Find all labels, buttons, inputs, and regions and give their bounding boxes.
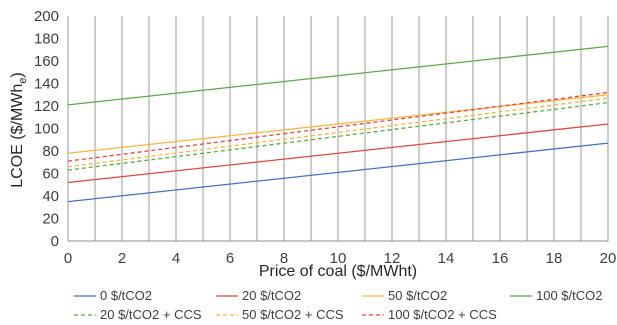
x-tick-label: 20 bbox=[600, 250, 617, 267]
legend-label-7: 100 $/tCO2 + CCS bbox=[388, 307, 497, 322]
y-axis-title-close: ) bbox=[9, 72, 26, 77]
x-axis-title: Price of coal ($/MWht) bbox=[259, 263, 417, 280]
x-tick-label: 4 bbox=[172, 250, 180, 267]
x-tick-label: 0 bbox=[64, 250, 72, 267]
x-tick-label: 2 bbox=[118, 250, 126, 267]
vertical-gridlines bbox=[67, 16, 609, 241]
y-tick-label: 100 bbox=[34, 121, 59, 138]
legend-label-6: 50 $/tCO2 + CCS bbox=[242, 307, 344, 322]
series-line-3 bbox=[67, 94, 609, 154]
legend-label-4: 100 $/tCO2 bbox=[536, 288, 603, 303]
y-tick-labels: 0 20 40 60 80 100 120 140 160 180 200 bbox=[34, 8, 59, 250]
y-tick-label: 200 bbox=[34, 8, 59, 25]
y-tick-label: 60 bbox=[42, 166, 59, 183]
y-tick-label: 80 bbox=[42, 143, 59, 160]
series-line-1 bbox=[67, 142, 609, 203]
y-tick-label: 0 bbox=[51, 233, 59, 250]
y-tick-label: 40 bbox=[42, 188, 59, 205]
legend-label-3: 50 $/tCO2 bbox=[388, 288, 447, 303]
x-tick-label: 10 bbox=[330, 250, 347, 267]
legend-label-5: 20 $/tCO2 + CCS bbox=[100, 307, 202, 322]
x-tick-label: 6 bbox=[226, 250, 234, 267]
y-tick-label: 20 bbox=[42, 211, 59, 228]
legend: 0 $/tCO2 20 $/tCO2 50 $/tCO2 100 $/tCO2 20 $… bbox=[74, 288, 603, 322]
x-tick-label: 12 bbox=[384, 250, 401, 267]
y-axis-title-sub: e bbox=[17, 78, 29, 84]
y-axis-title: LCOE ($/MWhe) bbox=[9, 72, 29, 187]
x-tick-label: 18 bbox=[546, 250, 563, 267]
x-tick-label: 16 bbox=[492, 250, 509, 267]
y-tick-label: 180 bbox=[34, 31, 59, 48]
legend-label-1: 0 $/tCO2 bbox=[100, 288, 152, 303]
series-line-4 bbox=[67, 45, 609, 106]
x-tick-label: 8 bbox=[280, 250, 288, 267]
series-lines bbox=[67, 45, 609, 203]
y-axis-title-main: LCOE ($/MWh bbox=[9, 84, 26, 188]
y-tick-label: 140 bbox=[34, 76, 59, 93]
x-tick-labels: 0 2 4 6 8 10 12 14 16 18 20 bbox=[64, 250, 617, 267]
x-tick-label: 14 bbox=[438, 250, 455, 267]
y-tick-label: 120 bbox=[34, 98, 59, 115]
y-tick-label: 160 bbox=[34, 53, 59, 70]
series-line-2 bbox=[67, 123, 609, 184]
legend-label-2: 20 $/tCO2 bbox=[242, 288, 301, 303]
